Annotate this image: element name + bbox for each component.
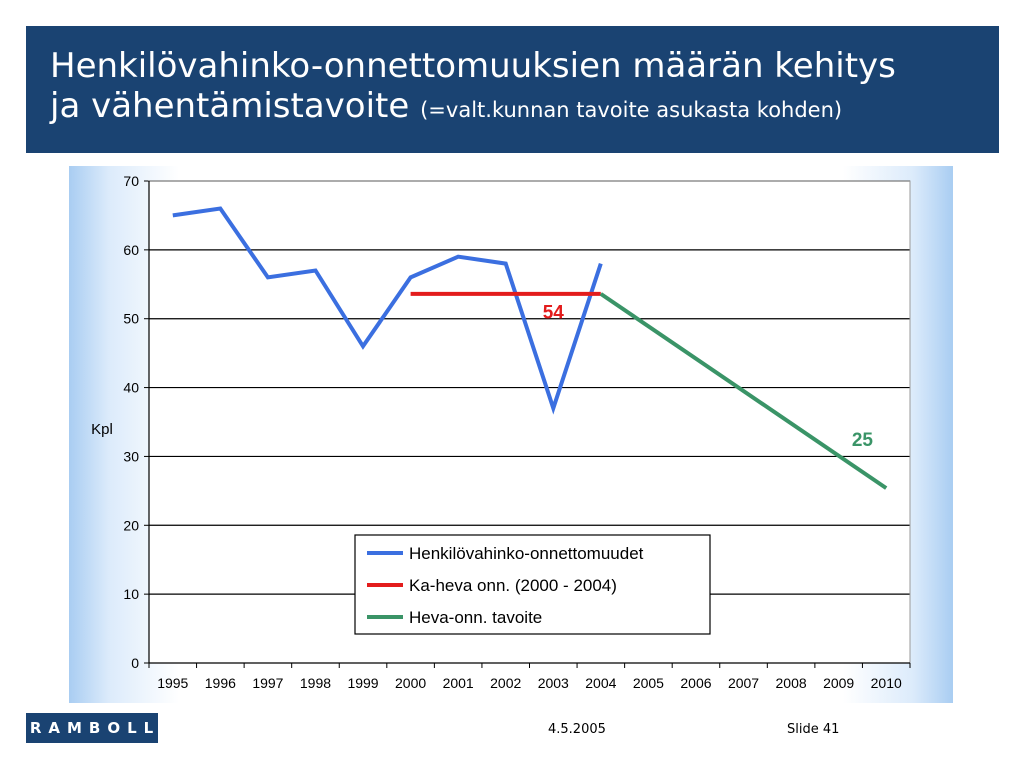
- x-tick-label: 2001: [443, 675, 474, 691]
- y-tick-label: 40: [123, 380, 139, 396]
- title-banner: Henkilövahinko-onnettomuuksien määrän ke…: [26, 26, 999, 153]
- y-tick-label: 0: [131, 655, 139, 671]
- slide-title-subtitle: (=valt.kunnan tavoite asukasta kohden): [420, 98, 843, 122]
- x-tick-label: 2003: [538, 675, 569, 691]
- series-line-3: [599, 292, 888, 490]
- x-tick-label: 2007: [728, 675, 759, 691]
- x-tick-label: 2005: [633, 675, 664, 691]
- legend-label: Heva-onn. tavoite: [409, 608, 542, 627]
- y-tick-label: 10: [123, 586, 139, 602]
- x-tick-label: 2000: [395, 675, 426, 691]
- legend-box: [354, 534, 711, 635]
- series-line-1: [172, 206, 603, 415]
- y-tick-label: 70: [123, 173, 139, 189]
- slide-title-main: ja vähentämistavoite: [50, 86, 410, 126]
- x-tick-label: 2002: [490, 675, 521, 691]
- x-tick-label: 1995: [157, 675, 188, 691]
- slide-title-line1: Henkilövahinko-onnettomuuksien määrän ke…: [50, 46, 896, 86]
- slide-title-line2: ja vähentämistavoite (=valt.kunnan tavoi…: [50, 86, 999, 130]
- data-label: 25: [852, 430, 874, 451]
- legend-label: Henkilövahinko-onnettomuudet: [409, 544, 644, 563]
- x-tick-label: 2004: [585, 675, 616, 691]
- chart-panel: 0 10 20 30 40 50 60 70 1995 1996 1997 1998 1999 2000 2…: [69, 166, 953, 703]
- x-tick-label: 1998: [300, 675, 331, 691]
- y-tick-label: 60: [123, 242, 139, 258]
- ramboll-logo: RAMBOLL: [26, 713, 158, 743]
- footer-date: 4.5.2005: [548, 722, 606, 737]
- y-tick-label: 20: [123, 517, 139, 533]
- y-tick-label: 50: [123, 311, 139, 327]
- line-chart: 0 10 20 30 40 50 60 70 1995 1996 1997 1998 1999 2000 2…: [91, 173, 911, 691]
- y-axis-label: Kpl: [91, 421, 113, 438]
- footer-slide-number: Slide 41: [787, 722, 840, 737]
- data-label: 54: [543, 303, 565, 324]
- x-tick-label: 2008: [776, 675, 807, 691]
- legend-label: Ka-heva onn. (2000 - 2004): [409, 576, 617, 595]
- x-tick-label: 1999: [347, 675, 378, 691]
- x-tick-label: 1996: [205, 675, 236, 691]
- x-tick-label: 2006: [680, 675, 711, 691]
- x-tick-label: 1997: [252, 675, 283, 691]
- y-tick-label: 30: [123, 448, 139, 464]
- x-tick-label: 2009: [823, 675, 854, 691]
- x-tick-label: 2010: [871, 675, 902, 691]
